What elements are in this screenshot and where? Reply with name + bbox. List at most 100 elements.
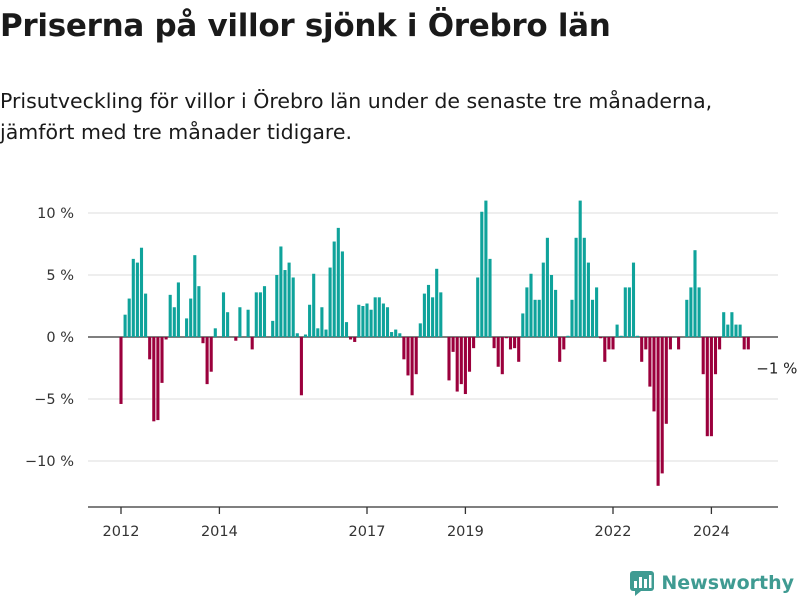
bar [320,307,324,337]
bar [168,294,172,337]
y-tick-label: −10 % [25,454,74,470]
bar [238,307,242,337]
bar [660,337,664,474]
bar [459,337,463,385]
bar [287,262,291,337]
bars [119,200,750,486]
y-tick-label: 10 % [37,206,74,222]
bar [611,337,615,350]
bar [123,314,127,337]
bar [185,318,189,337]
bar [705,337,709,437]
bar [275,275,279,337]
bar [742,337,746,350]
bar [500,337,504,375]
bar [426,284,431,337]
bar [209,337,213,372]
bar [713,337,718,375]
bar [328,267,332,337]
bar [677,337,681,350]
bar [726,324,730,337]
bar [226,312,230,337]
bar [250,337,254,350]
bar [299,337,303,396]
x-tick-label: 2019 [447,524,484,540]
x-tick-label: 2017 [349,524,386,540]
bar [619,335,623,337]
bar [582,237,586,337]
bar [636,335,640,337]
bar [316,328,320,337]
bar [336,227,340,337]
bar [308,304,312,337]
bar [353,337,357,342]
bar [119,337,123,404]
bar [205,337,209,385]
bar [595,287,599,337]
bar [513,337,517,349]
bar [390,332,394,337]
bar [349,337,353,340]
bar [254,292,258,337]
bar [685,299,689,337]
bar [127,298,131,337]
bar [221,292,226,337]
bar [586,262,590,337]
bar [283,270,287,337]
bar [381,303,385,337]
x-tick-label: 2012 [103,524,140,540]
bar [599,337,603,339]
bar [615,324,619,337]
bar [324,329,328,337]
bar [496,337,500,367]
bar [418,323,422,337]
bar [144,293,148,337]
bar [332,241,336,337]
bar [344,322,349,337]
y-tick-label: −5 % [34,392,74,408]
bar [312,273,316,337]
bar [201,337,205,344]
bar [131,258,135,337]
bar [246,309,250,337]
bar [480,211,484,337]
bar [402,337,406,360]
bar [533,299,537,337]
bar [492,337,496,349]
bar [549,275,554,337]
bar [189,298,193,337]
bar [394,329,398,337]
bar [439,292,443,337]
bar [213,328,217,337]
bar [193,255,197,337]
bar [152,337,156,422]
bar [472,337,476,349]
bar [562,337,566,350]
bar [295,333,299,337]
bar [398,333,402,337]
bar [271,320,275,337]
bar [431,297,435,337]
bar [652,337,656,412]
chart-title: Priserna på villor sjönk i Örebro län [0,8,611,44]
bar [476,277,480,337]
bar [279,246,283,337]
bar [558,337,562,362]
bar [529,273,533,337]
newsworthy-logo-icon [630,571,655,596]
bar [377,297,381,337]
bar [435,268,439,337]
bar [422,293,426,337]
bar [722,312,726,337]
x-axis: 2012 2014 2017 2019 2022 2024 [88,506,778,540]
bar [455,337,459,392]
bar [156,337,160,421]
bar [570,299,574,337]
bar [463,337,467,395]
bar [135,262,139,337]
bar [738,324,742,337]
bar [410,337,414,396]
chart-subtitle: Prisutveckling för villor i Örebro län u… [0,89,713,144]
bar [734,324,738,337]
